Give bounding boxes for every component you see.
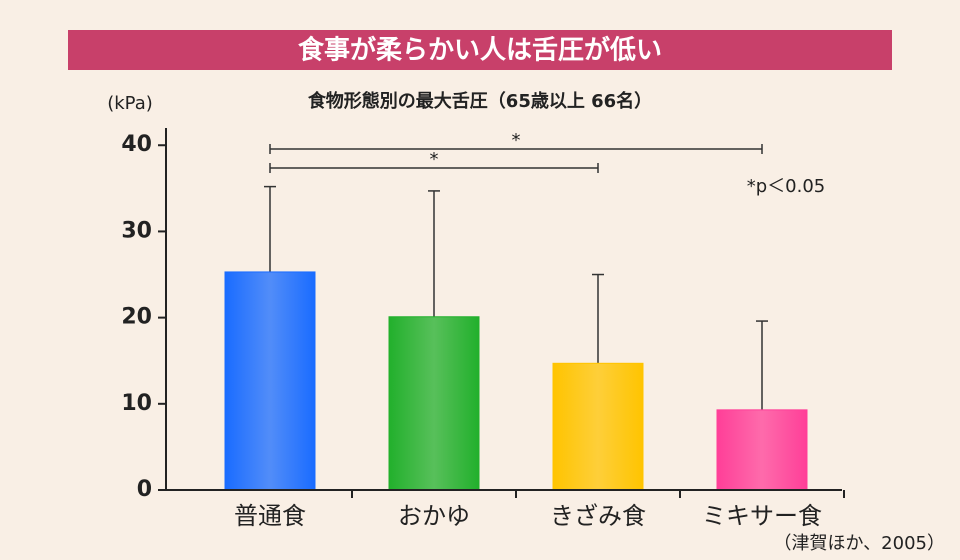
y-tick-label: 40 bbox=[121, 132, 152, 157]
x-tick-label: 普通食 bbox=[234, 502, 306, 530]
bar bbox=[552, 362, 644, 491]
bar bbox=[716, 409, 808, 491]
subtitle: 食物形態別の最大舌圧（65歳以上 66名） bbox=[307, 90, 652, 112]
significance-label: * bbox=[512, 130, 521, 151]
significance-label: * bbox=[430, 149, 439, 170]
chart-title: 食事が柔らかい人は舌圧が低い bbox=[298, 35, 662, 66]
y-axis-label: (kPa) bbox=[107, 93, 153, 114]
x-tick-label: おかゆ bbox=[398, 502, 470, 530]
y-tick-label: 20 bbox=[121, 305, 152, 330]
y-tick-label: 0 bbox=[137, 477, 152, 502]
x-tick-label: きざみ食 bbox=[550, 502, 646, 530]
source: （津賀ほか、2005） bbox=[774, 533, 945, 554]
bar bbox=[388, 316, 480, 491]
y-tick-label: 10 bbox=[121, 391, 152, 416]
note: *p＜0.05 bbox=[747, 176, 826, 197]
x-tick-label: ミキサー食 bbox=[702, 502, 822, 530]
y-tick-label: 30 bbox=[121, 218, 152, 243]
bar bbox=[224, 271, 316, 491]
title-banner bbox=[68, 30, 892, 70]
